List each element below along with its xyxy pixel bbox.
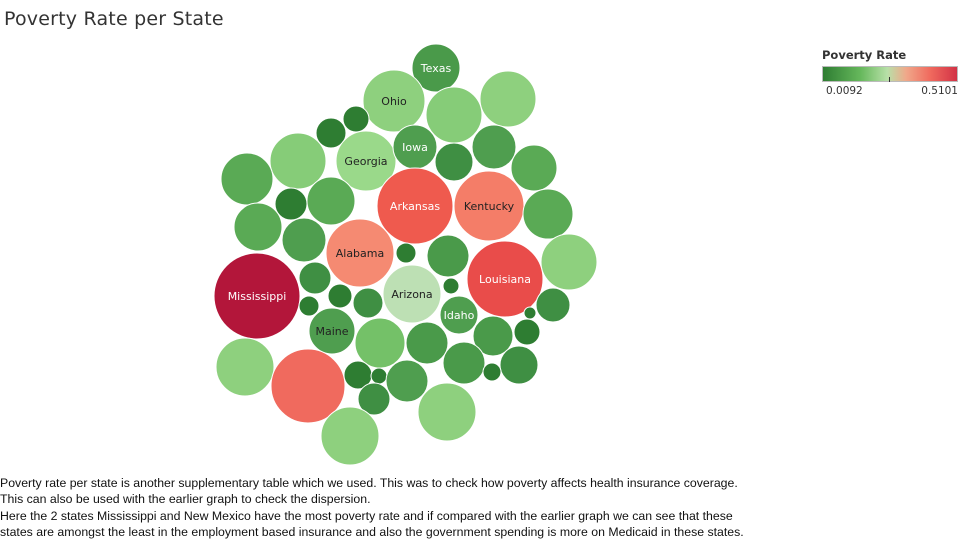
legend-tick <box>889 77 890 82</box>
state-bubble[interactable] <box>213 252 301 340</box>
state-label: Maine <box>315 325 348 338</box>
state-bubble[interactable] <box>472 315 514 357</box>
caption-line: states are amongst the least in the empl… <box>0 524 744 539</box>
state-label: Texas <box>420 62 452 75</box>
state-bubble[interactable] <box>425 86 483 144</box>
state-bubble[interactable] <box>411 43 461 93</box>
state-label: Mississippi <box>228 290 287 303</box>
state-bubble[interactable] <box>342 105 370 133</box>
state-bubble[interactable] <box>466 240 544 318</box>
state-bubble[interactable] <box>535 287 571 323</box>
state-bubble[interactable] <box>405 321 449 365</box>
state-bubble[interactable] <box>471 124 517 170</box>
state-bubble[interactable] <box>281 217 327 263</box>
state-bubble[interactable] <box>499 345 539 385</box>
state-bubble[interactable] <box>442 277 460 295</box>
state-bubble[interactable] <box>308 307 356 355</box>
bubble-chart: Texas Ohio Georgia Iowa Arkansas Kentucky Alab… <box>213 43 598 466</box>
state-bubble[interactable] <box>315 117 347 149</box>
state-bubble[interactable] <box>269 132 327 190</box>
state-bubble[interactable] <box>298 295 320 317</box>
state-bubble[interactable] <box>220 152 274 206</box>
state-bubble[interactable] <box>215 337 275 397</box>
state-label: Alabama <box>336 247 385 260</box>
state-bubble[interactable] <box>306 176 356 226</box>
state-label: Georgia <box>344 155 387 168</box>
state-bubble[interactable] <box>274 187 308 221</box>
legend-max-label: 0.5101 <box>921 85 958 97</box>
caption-line: Here the 2 states Mississippi and New Me… <box>0 508 733 523</box>
state-bubble[interactable] <box>370 367 388 385</box>
state-label: Louisiana <box>479 273 531 286</box>
state-bubble[interactable] <box>376 167 454 245</box>
state-bubble[interactable] <box>522 188 574 240</box>
state-bubble[interactable] <box>523 306 537 320</box>
state-bubble[interactable] <box>540 233 598 291</box>
legend-min-label: 0.0092 <box>826 85 863 97</box>
state-bubble[interactable] <box>385 359 429 403</box>
state-bubble[interactable] <box>335 130 397 192</box>
caption-text: Poverty rate per state is another supple… <box>0 475 961 540</box>
caption-line: This can also be used with the earlier g… <box>0 492 371 507</box>
state-label: Ohio <box>381 95 407 108</box>
legend-title: Poverty Rate <box>822 48 907 62</box>
state-bubble[interactable] <box>510 144 558 192</box>
state-bubble[interactable] <box>325 218 395 288</box>
state-bubble[interactable] <box>270 348 346 424</box>
state-label: Iowa <box>402 141 428 154</box>
state-bubble[interactable] <box>298 261 332 295</box>
state-bubble[interactable] <box>357 382 391 416</box>
state-bubble[interactable] <box>417 382 477 442</box>
state-bubble[interactable] <box>434 142 474 182</box>
state-bubble[interactable] <box>233 202 283 252</box>
state-bubble[interactable] <box>327 283 353 309</box>
state-bubble[interactable] <box>354 317 406 369</box>
state-bubble[interactable] <box>395 242 417 264</box>
state-label: Arizona <box>391 288 432 301</box>
state-bubble[interactable] <box>362 69 426 133</box>
state-bubble[interactable] <box>382 264 442 324</box>
state-bubble[interactable] <box>426 234 470 278</box>
state-label: Idaho <box>444 309 475 322</box>
state-bubble[interactable] <box>482 362 502 382</box>
state-label: Arkansas <box>390 200 440 213</box>
page-title: Poverty Rate per State <box>4 8 224 30</box>
color-legend: Poverty Rate 0.0092 0.5101 <box>822 48 961 99</box>
bubbles-layer: Texas Ohio Georgia Iowa Arkansas Kentucky Alab… <box>213 43 598 466</box>
state-bubble[interactable] <box>479 70 537 128</box>
legend-gradient-bar[interactable] <box>822 66 958 82</box>
state-bubble[interactable] <box>442 341 486 385</box>
state-bubble[interactable] <box>320 406 380 466</box>
state-label: Kentucky <box>464 200 515 213</box>
state-bubble[interactable] <box>513 318 541 346</box>
state-bubble[interactable] <box>352 287 384 319</box>
caption-line: Poverty rate per state is another supple… <box>0 476 738 490</box>
state-bubble[interactable] <box>439 295 479 335</box>
